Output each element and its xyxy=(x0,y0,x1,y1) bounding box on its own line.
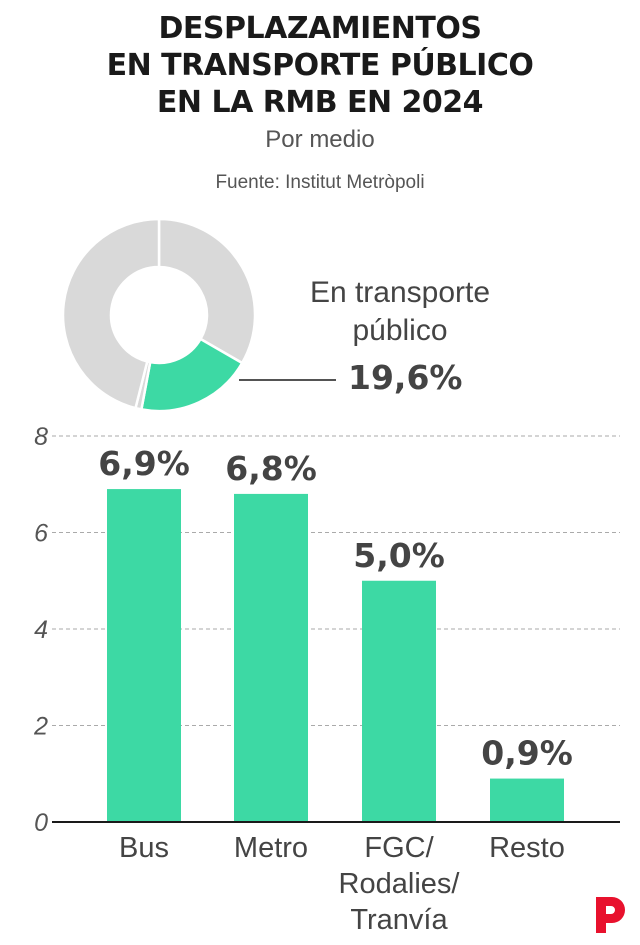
donut-segment-other-1 xyxy=(157,217,257,365)
x-tick-label: FGC/Rodalies/Tranvía xyxy=(339,832,461,936)
donut-segment-other-3 xyxy=(61,217,161,410)
x-tick-label: Bus xyxy=(119,832,169,864)
bar-value-label: 0,9% xyxy=(481,734,573,773)
y-tick-label: 2 xyxy=(33,713,48,741)
donut-value: 19,6% xyxy=(348,358,463,397)
publisher-logo xyxy=(596,897,625,933)
donut-label: En transporte público xyxy=(309,276,491,347)
chart-subtitle: Por medio xyxy=(265,126,375,153)
y-tick-label: 8 xyxy=(34,423,48,451)
y-tick-label: 4 xyxy=(34,616,48,644)
bar xyxy=(490,778,564,822)
bar xyxy=(362,580,436,822)
bar xyxy=(234,493,308,822)
title-line-3: EN LA RMB EN 2024 xyxy=(156,85,484,120)
title-line-2: EN TRANSPORTE PÚBLICO xyxy=(106,48,534,83)
y-tick-label: 6 xyxy=(34,520,48,548)
bar xyxy=(107,489,181,822)
bar-value-label: 5,0% xyxy=(353,536,445,575)
y-tick-label: 0 xyxy=(34,809,48,837)
bar-value-label: 6,9% xyxy=(98,444,190,483)
title-line-1: DESPLAZAMIENTOS xyxy=(158,11,482,46)
chart-title: DESPLAZAMIENTOS EN TRANSPORTE PÚBLICO EN… xyxy=(0,10,640,121)
bar-value-label: 6,8% xyxy=(225,449,317,488)
source-note: Fuente: Institut Metròpoli xyxy=(215,172,425,193)
x-tick-label: Resto xyxy=(489,832,565,864)
x-tick-label: Metro xyxy=(234,832,308,864)
